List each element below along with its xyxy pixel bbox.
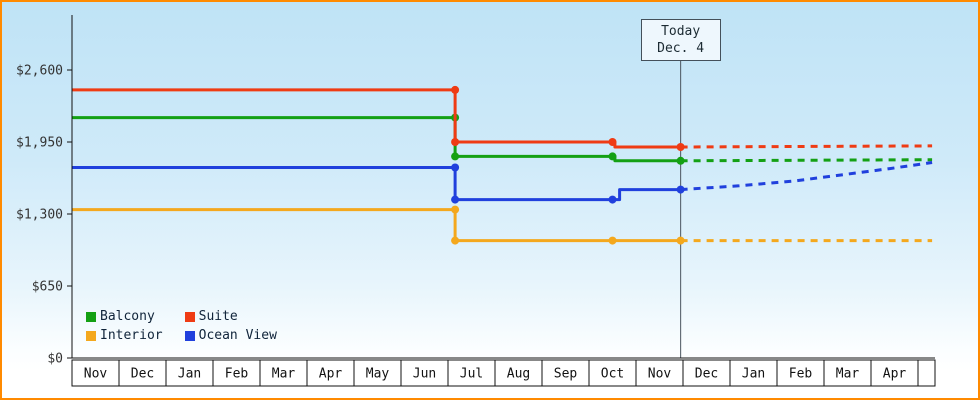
- legend-item-balcony: Balcony: [86, 310, 163, 324]
- data-point: [451, 236, 460, 245]
- data-point: [676, 236, 685, 245]
- suite-swatch-icon: [184, 312, 195, 322]
- y-tick-label: $0: [47, 352, 63, 367]
- series-balcony: [72, 113, 933, 165]
- ocean-view-swatch-icon: [184, 331, 195, 341]
- x-axis-month-label: Apr: [319, 367, 343, 382]
- legend: Balcony Suite Interior Ocean View: [86, 310, 277, 343]
- today-label-line2: Dec. 4: [657, 41, 705, 56]
- x-axis-month-label: Nov: [84, 367, 108, 382]
- x-axis-month-cell: [259, 359, 308, 387]
- x-axis-month-cell: [71, 359, 120, 387]
- x-axis-month-label: Jun: [413, 367, 436, 382]
- y-tick-label: $650: [32, 280, 63, 295]
- x-axis-month-cell: [353, 359, 402, 387]
- y-tick-label: $2,600: [16, 64, 63, 79]
- series-line-solid: [72, 88, 681, 149]
- series-line-forecast: [680, 144, 933, 149]
- legend-item-ocean-view: Ocean View: [184, 328, 277, 343]
- series-suite: [72, 85, 933, 151]
- x-axis-month-label: Dec: [695, 367, 718, 382]
- x-axis-month-label: Aug: [507, 367, 530, 382]
- legend-item-suite: Suite: [184, 309, 277, 324]
- today-label: Today Dec. 4: [640, 19, 721, 61]
- data-point: [676, 143, 685, 151]
- data-point: [451, 152, 460, 161]
- x-axis-month-cell: [729, 359, 778, 387]
- today-label-line1: Today: [661, 24, 701, 39]
- x-axis-month-label: Jul: [460, 367, 483, 382]
- x-axis-month-label: Mar: [272, 367, 296, 382]
- data-point: [608, 195, 617, 204]
- series-ocean-view: [72, 161, 933, 204]
- x-axis-month-label: Apr: [883, 367, 907, 382]
- series-line-solid: [72, 166, 681, 202]
- legend-label-balcony: Balcony: [100, 309, 155, 324]
- x-axis-month-cell-partial: [917, 359, 936, 387]
- x-axis-month-cell: [306, 359, 355, 387]
- data-point: [451, 85, 460, 94]
- interior-swatch-icon: [86, 331, 96, 341]
- x-axis-month-label: Jan: [742, 367, 765, 382]
- x-axis-month-cell: [635, 359, 684, 387]
- x-axis-month-cell: [494, 359, 543, 387]
- data-point: [676, 156, 685, 165]
- x-axis-month-label: May: [366, 367, 390, 382]
- data-point: [608, 152, 617, 161]
- series-line-solid: [72, 208, 681, 243]
- series-line-solid: [72, 116, 681, 163]
- data-point: [676, 185, 685, 194]
- data-point: [608, 138, 617, 146]
- x-axis-month-label: Dec: [131, 367, 154, 382]
- data-point: [451, 138, 460, 146]
- y-tick-label: $1,950: [16, 136, 63, 151]
- data-point: [608, 236, 617, 245]
- x-axis-month-cell: [118, 359, 167, 387]
- legend-item-interior: Interior: [86, 329, 163, 343]
- x-axis-month-cell: [541, 359, 590, 387]
- data-point: [451, 163, 460, 172]
- balcony-swatch-icon: [86, 312, 96, 322]
- series-line-forecast: [680, 158, 933, 163]
- x-axis-month-label: Oct: [601, 367, 624, 382]
- data-point: [451, 205, 460, 214]
- series-interior: [72, 205, 933, 245]
- x-axis-month-cell: [682, 359, 731, 387]
- x-axis-month-cell: [400, 359, 449, 387]
- legend-label-suite: Suite: [198, 309, 238, 324]
- x-axis-month-cell: [212, 359, 261, 387]
- x-axis-month-label: Feb: [789, 367, 813, 382]
- legend-label-ocean-view: Ocean View: [198, 328, 277, 343]
- x-axis-month-label: Nov: [648, 367, 672, 382]
- legend-label-interior: Interior: [100, 328, 163, 343]
- x-axis-month-cell: [165, 359, 214, 387]
- data-point: [451, 195, 460, 204]
- x-axis-month-label: Feb: [225, 367, 249, 382]
- y-tick-label: $1,300: [16, 208, 63, 223]
- series-line-forecast: [680, 161, 933, 192]
- x-axis-month-label: Sep: [554, 367, 578, 382]
- x-axis-month-label: Mar: [836, 367, 860, 382]
- x-axis-month-label: Jan: [178, 367, 201, 382]
